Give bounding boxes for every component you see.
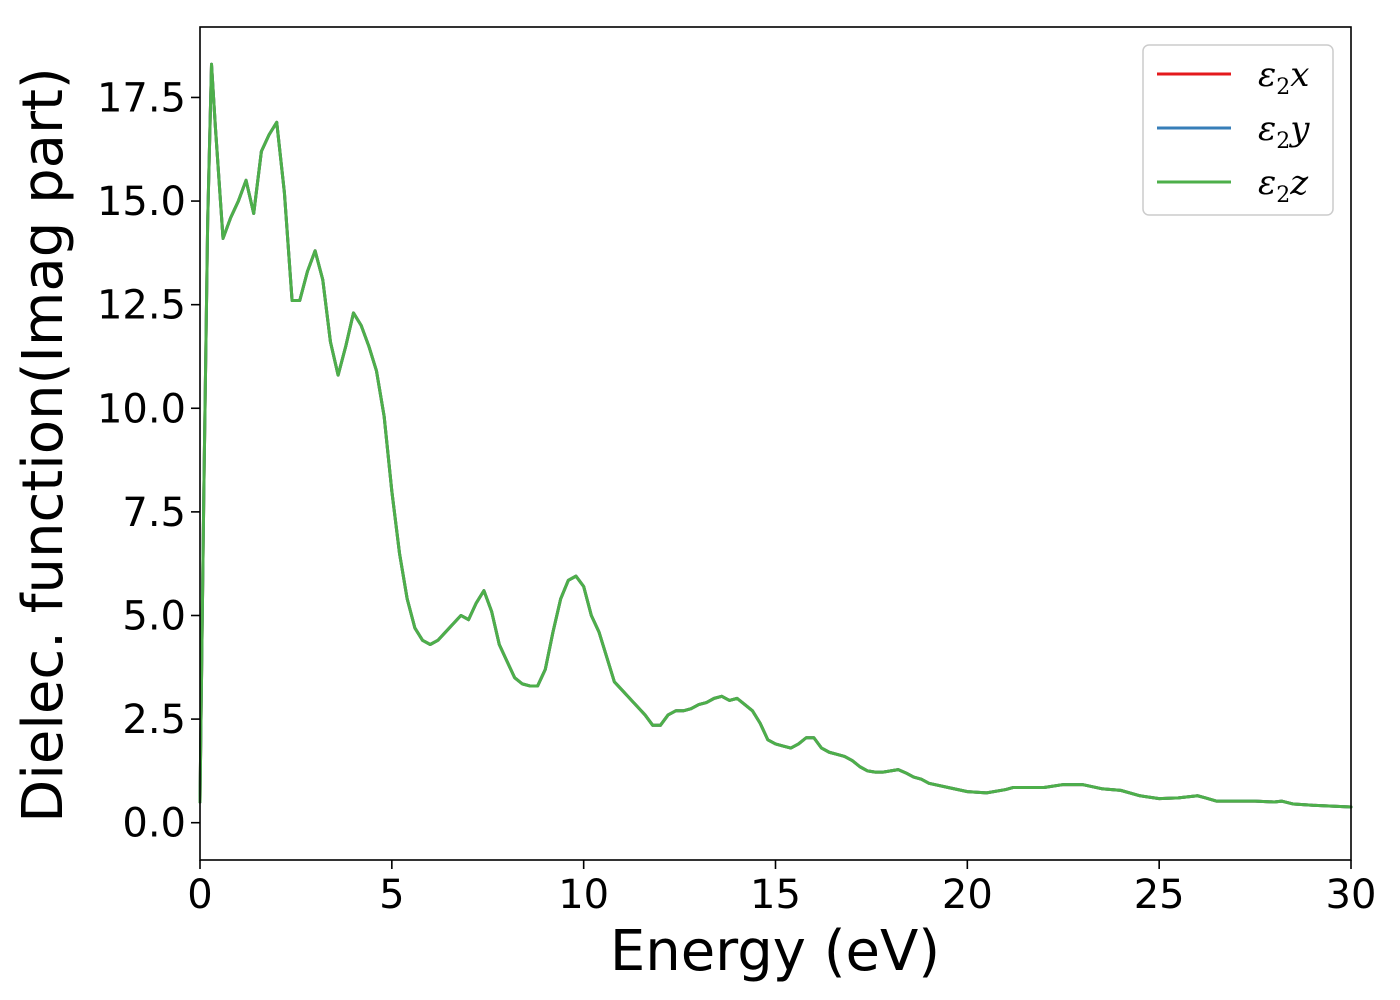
legend: ε2x ε2y ε2z xyxy=(1142,44,1334,216)
y-tick-label: 12.5 xyxy=(97,283,186,329)
x-tick-label: 20 xyxy=(942,872,993,918)
y-axis-label: Dielec. function(Imag part) xyxy=(11,67,76,823)
legend-label-x: ε2x xyxy=(1258,55,1309,100)
x-axis-label: Energy (eV) xyxy=(610,919,940,984)
x-axis: 0 5 10 15 20 25 30 xyxy=(187,860,1376,918)
x-tick-label: 5 xyxy=(379,872,404,918)
y-tick-label: 17.5 xyxy=(97,75,186,121)
x-tick-label: 10 xyxy=(558,872,609,918)
series-layer xyxy=(198,62,1353,809)
y-tick-label: 0.0 xyxy=(122,801,186,847)
y-tick-label: 5.0 xyxy=(122,593,186,639)
x-tick-label: 0 xyxy=(187,872,212,918)
y-tick-label: 10.0 xyxy=(97,386,186,432)
y-tick-label: 15.0 xyxy=(97,179,186,225)
series-line-z xyxy=(198,62,1353,809)
legend-label-y: ε2y xyxy=(1258,109,1310,154)
y-tick-label: 7.5 xyxy=(122,490,186,536)
legend-label-z: ε2z xyxy=(1258,163,1309,208)
legend-frame xyxy=(1142,44,1334,216)
x-tick-label: 15 xyxy=(750,872,801,918)
y-axis: 0.0 2.5 5.0 7.5 10.0 12.5 15.0 17.5 xyxy=(97,75,200,847)
x-tick-label: 30 xyxy=(1326,872,1377,918)
y-tick-label: 2.5 xyxy=(122,697,186,743)
x-tick-label: 25 xyxy=(1134,872,1185,918)
